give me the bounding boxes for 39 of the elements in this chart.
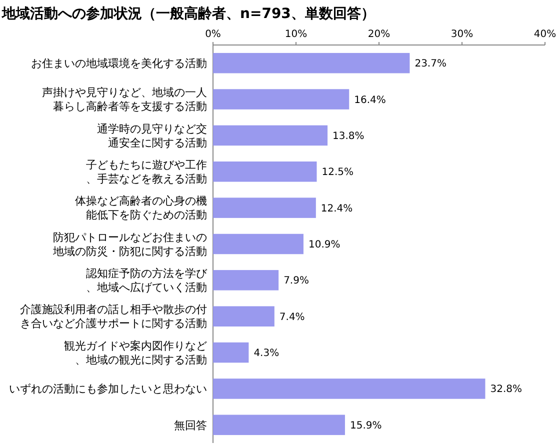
bar (213, 234, 304, 254)
y-tick-label: いずれの活動にも参加したいと思わない (9, 382, 207, 396)
x-tick-label: 20% (368, 29, 390, 40)
x-tick-label: 10% (284, 29, 308, 40)
bar (213, 270, 279, 290)
y-tick-label: 介護施設利用者の話し相手や散歩の付き合いなど介護サポートに関する活動 (20, 303, 207, 330)
bar (213, 52, 410, 74)
bar (213, 342, 249, 363)
x-tick-label: 30% (450, 29, 474, 40)
y-tick-label: 観光ガイドや案内図作りなど、地域の観光に関する活動 (64, 339, 207, 366)
y-tick-label: 子どもたちに遊びや工作、手芸などを教える活動 (86, 158, 207, 186)
bar (213, 89, 350, 110)
y-tick-label: 防犯パトロールなどお住まいの地域の防災・防犯に関する活動 (52, 230, 207, 258)
data-label: 32.8% (490, 384, 522, 396)
bar (213, 198, 316, 218)
y-tick-label: お住まいの地域環境を美化する活動 (31, 56, 207, 70)
bar (213, 125, 328, 146)
data-label: 13.8% (332, 130, 364, 142)
bar (213, 378, 486, 399)
y-tick-label: 声掛けや見守りなど、地域の一人暮らし高齢者等を支援する活動 (42, 86, 207, 114)
bar (213, 414, 345, 436)
bar (213, 306, 274, 326)
chart-title: 地域活動への参加状況（一般高齢者、n=793、単数回答） (1, 5, 375, 22)
y-tick-label: 無回答 (174, 418, 207, 432)
x-tick-label: 0% (205, 29, 221, 40)
x-tick-label: 40% (534, 29, 556, 40)
data-label: 4.3% (254, 348, 280, 360)
data-label: 12.4% (320, 203, 353, 214)
data-label: 7.4% (279, 312, 305, 323)
data-label: 7.9% (284, 276, 309, 287)
data-label: 15.9% (350, 420, 382, 432)
data-label: 23.7% (414, 58, 446, 70)
bar (213, 162, 317, 182)
data-label: 16.4% (354, 94, 386, 106)
y-tick-label: 体操など高齢者の心身の機能低下を防ぐための活動 (75, 194, 207, 222)
y-tick-label: 通学時の見守りなど交通安全に関する活動 (97, 122, 207, 150)
data-label: 12.5% (322, 167, 354, 178)
y-tick-label: 認知症予防の方法を学び、地域へ広げていく活動 (86, 267, 208, 294)
data-label: 10.9% (308, 240, 340, 250)
